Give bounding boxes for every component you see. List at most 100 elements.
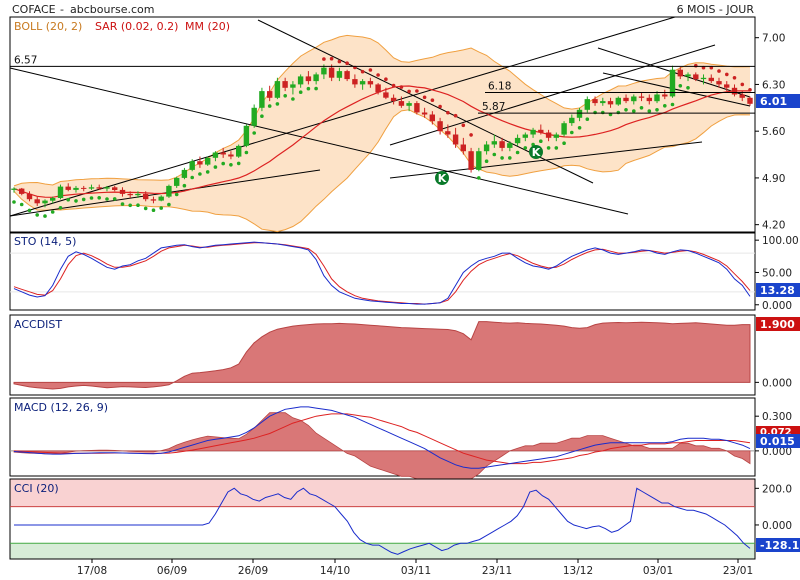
candle-body bbox=[406, 103, 412, 106]
candle-body bbox=[352, 79, 358, 85]
candle-body bbox=[42, 200, 48, 204]
price-tick-label: 4.90 bbox=[762, 173, 785, 185]
cci-line bbox=[14, 487, 751, 555]
chart-period: 6 MOIS - JOUR bbox=[677, 3, 755, 16]
candle-body bbox=[65, 186, 71, 190]
candlesticks bbox=[11, 64, 753, 208]
candle-body bbox=[328, 67, 335, 78]
trendline bbox=[9, 67, 629, 215]
sar-dot bbox=[198, 172, 202, 176]
sar-dot bbox=[415, 89, 419, 93]
candle-body bbox=[592, 99, 598, 104]
price-tick-label: 5.60 bbox=[762, 126, 785, 138]
sar-dot bbox=[647, 109, 652, 113]
accdist-area bbox=[13, 321, 751, 390]
sar-dot bbox=[430, 98, 435, 102]
candle-body bbox=[174, 177, 180, 186]
sar-dot bbox=[740, 82, 745, 87]
macd-lines bbox=[13, 406, 751, 469]
sar-dot bbox=[546, 146, 551, 150]
candle-body bbox=[236, 145, 242, 157]
cci-overbought-zone bbox=[10, 479, 755, 508]
sar-dot bbox=[174, 192, 179, 197]
x-tick-label: 14/10 bbox=[320, 565, 350, 577]
macd-y-ticks: 0.300 0.000 bbox=[755, 411, 792, 458]
cci-panel: 200.0 0.000 CCI (20) -128.1 bbox=[9, 478, 800, 560]
macd-label: MACD (12, 26, 9) bbox=[14, 401, 108, 414]
trendline bbox=[602, 72, 751, 107]
candle-body bbox=[181, 169, 188, 178]
sar-dot bbox=[438, 104, 442, 109]
sar-dot bbox=[748, 88, 752, 92]
sar-dot bbox=[554, 146, 559, 150]
macd-panel: 0.300 0.000 MACD (12, 26, 9) 0.072 0.015 bbox=[9, 397, 800, 485]
acc-label: ACCDIST bbox=[14, 318, 62, 331]
sar-dot bbox=[562, 141, 566, 145]
candle-body bbox=[26, 193, 33, 200]
sar-dot bbox=[446, 110, 450, 115]
sar-dot bbox=[686, 86, 690, 90]
k-marker bbox=[529, 145, 543, 159]
candle-body bbox=[607, 101, 614, 105]
sar-dot bbox=[337, 59, 342, 64]
candle-body bbox=[158, 196, 164, 201]
sar-dot bbox=[678, 84, 683, 88]
candle-body bbox=[81, 187, 87, 189]
sar-dot bbox=[461, 123, 466, 128]
sar-dot bbox=[360, 69, 365, 74]
candle-body bbox=[390, 97, 397, 102]
cci-tick-label: 200.0 bbox=[762, 483, 792, 495]
x-tick-label: 17/08 bbox=[77, 565, 107, 577]
candle-body bbox=[135, 193, 141, 196]
legend-boll: BOLL (20, 2) bbox=[14, 20, 82, 33]
price-tick-label: 4.20 bbox=[762, 220, 785, 232]
price-panel: 6.576.185.87 KK 7.006.305.604.904.20 COF… bbox=[9, 3, 800, 233]
sar-dot bbox=[244, 150, 249, 155]
sar-dot bbox=[694, 63, 698, 68]
sar-dot bbox=[585, 117, 590, 121]
sar-dot bbox=[58, 206, 63, 210]
x-tick-label: 13/12 bbox=[563, 565, 593, 577]
sar-dot bbox=[74, 199, 78, 203]
candle-body bbox=[290, 84, 296, 88]
sto-tick-label: 0.000 bbox=[762, 300, 792, 312]
sar-dot bbox=[182, 183, 187, 188]
sar-dot bbox=[190, 175, 194, 180]
cci-value: -128.1 bbox=[760, 539, 799, 552]
sar-dot bbox=[663, 104, 667, 108]
acc-y-ticks: 0.000 bbox=[755, 377, 792, 389]
sar-dot bbox=[391, 83, 396, 88]
level-labels: 6.57 6.18 5.87 bbox=[10, 54, 755, 114]
sar-dot bbox=[732, 76, 737, 80]
sar-dot bbox=[345, 61, 349, 65]
sar-dot bbox=[453, 113, 458, 118]
sar-dot bbox=[167, 202, 171, 207]
sar-dot bbox=[717, 69, 721, 73]
sar-dot bbox=[725, 72, 729, 77]
cci-oversold-zone bbox=[10, 543, 755, 559]
candle-body bbox=[119, 189, 126, 194]
k-marker-label: K bbox=[438, 172, 447, 185]
candle-body bbox=[73, 187, 79, 190]
accdist-fill bbox=[13, 321, 751, 390]
macd-tick-label: 0.300 bbox=[762, 411, 792, 423]
candle-body bbox=[654, 94, 660, 102]
sar-dot bbox=[159, 206, 163, 210]
sar-dot bbox=[492, 152, 497, 157]
sar-dot bbox=[407, 89, 411, 94]
sar-dot bbox=[593, 110, 597, 115]
x-axis: 17/08 06/09 26/09 14/10 03/11 23/11 13/12 03/01… bbox=[77, 559, 753, 577]
accdist-panel: 0.000 ACCDIST 1.900 bbox=[9, 314, 800, 396]
sar-dot bbox=[221, 161, 225, 166]
sar-dot bbox=[50, 210, 55, 214]
cci-value-badge bbox=[756, 538, 800, 552]
last-price-value: 6.01 bbox=[760, 95, 787, 108]
candle-body bbox=[662, 94, 668, 97]
macd-value: 0.015 bbox=[760, 435, 795, 448]
candle-body bbox=[646, 97, 652, 102]
sar-dot bbox=[151, 208, 156, 212]
sar-dot bbox=[105, 197, 109, 201]
sar-dot bbox=[515, 150, 520, 155]
candle-body bbox=[724, 84, 730, 88]
